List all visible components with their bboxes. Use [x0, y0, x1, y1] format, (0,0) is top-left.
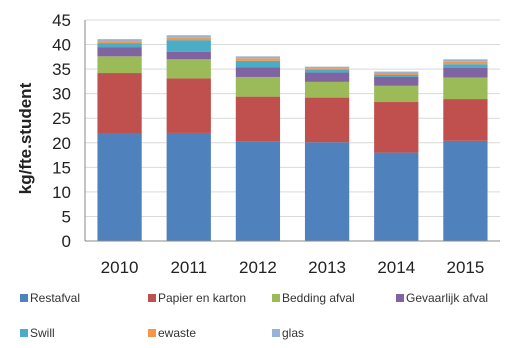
y-tick-label: 45 [52, 11, 71, 30]
bar-segment [443, 64, 488, 68]
bar-segment [166, 40, 211, 52]
bars [97, 35, 488, 241]
bar-segment [166, 51, 211, 60]
bar-segment [374, 76, 419, 86]
bar-segment [166, 37, 211, 41]
x-tick-label: 2011 [170, 258, 207, 277]
y-tick-label: 0 [62, 232, 71, 251]
bar-segment [443, 140, 488, 241]
legend: Restafval Papier en karton Bedding afval Ge… [20, 291, 488, 340]
bar-segment [304, 66, 350, 69]
legend-label: Gevaarlijk afval [406, 291, 488, 305]
bar-segment [166, 78, 211, 133]
bar-segment [304, 69, 350, 73]
bar-segment [97, 43, 142, 48]
x-tick-label: 2012 [239, 258, 277, 277]
legend-swatch [272, 329, 280, 337]
bar-segment [304, 72, 350, 82]
bar-segment [374, 75, 419, 77]
y-tick-label: 40 [52, 36, 71, 55]
bar-segment [97, 47, 142, 57]
bar-segment [166, 35, 211, 38]
bar-segment [235, 76, 281, 97]
bar-segment [235, 56, 281, 59]
legend-swatch [396, 294, 404, 302]
bar-segment [443, 67, 488, 78]
legend-swatch [20, 329, 28, 337]
legend-label: Restafval [30, 291, 80, 305]
bar-segment [304, 68, 350, 70]
y-tick-label: 30 [52, 85, 71, 104]
legend-swatch [148, 329, 156, 337]
bar-segment [235, 96, 281, 142]
gridlines [85, 19, 500, 242]
bar-segment [166, 59, 211, 79]
y-tick-label: 15 [52, 158, 71, 177]
bar-segment [97, 41, 142, 44]
bar-segment [235, 60, 281, 68]
x-tick-label: 2015 [447, 258, 485, 277]
legend-label: glas [282, 326, 304, 340]
y-tick-label: 25 [52, 109, 71, 128]
bar-segment [443, 59, 488, 62]
bar-segment [97, 73, 142, 134]
y-tick-label: 5 [62, 207, 71, 226]
bar-segment [374, 85, 419, 103]
x-tick-label: 2014 [377, 258, 415, 277]
legend-swatch [272, 294, 280, 302]
bar-segment [97, 133, 142, 241]
bar-segment [374, 71, 419, 74]
legend-swatch [148, 294, 156, 302]
y-tick-label: 35 [52, 60, 71, 79]
y-tick-label: 20 [52, 134, 71, 153]
bar-segment [304, 97, 350, 143]
y-axis-label: kg/fte.student [16, 82, 35, 194]
x-axis: 2010 2011 2012 2013 2014 2015 [85, 240, 500, 277]
bar-segment [374, 73, 419, 76]
y-tick-label: 10 [52, 183, 71, 202]
bar-segment [443, 99, 488, 141]
bar-segment [97, 39, 142, 42]
x-tick-label: 2013 [308, 258, 346, 277]
bar-segment [304, 142, 350, 241]
bar-segment [374, 152, 419, 241]
bar-segment [235, 67, 281, 77]
legend-swatch [20, 294, 28, 302]
bar-segment [235, 58, 281, 61]
legend-label: Swill [30, 326, 55, 340]
bar-segment [97, 56, 142, 74]
x-tick-label: 2010 [101, 258, 139, 277]
y-axis: 0 5 10 15 20 25 30 35 40 45 [52, 11, 86, 251]
bar-segment [443, 61, 488, 65]
bar-segment [304, 81, 350, 98]
bar-segment [443, 77, 488, 100]
legend-label: ewaste [158, 326, 196, 340]
legend-label: Papier en karton [158, 291, 246, 305]
bar-segment [374, 102, 419, 153]
bar-segment [166, 132, 211, 241]
bar-segment [235, 141, 281, 241]
legend-label: Bedding afval [282, 291, 355, 305]
